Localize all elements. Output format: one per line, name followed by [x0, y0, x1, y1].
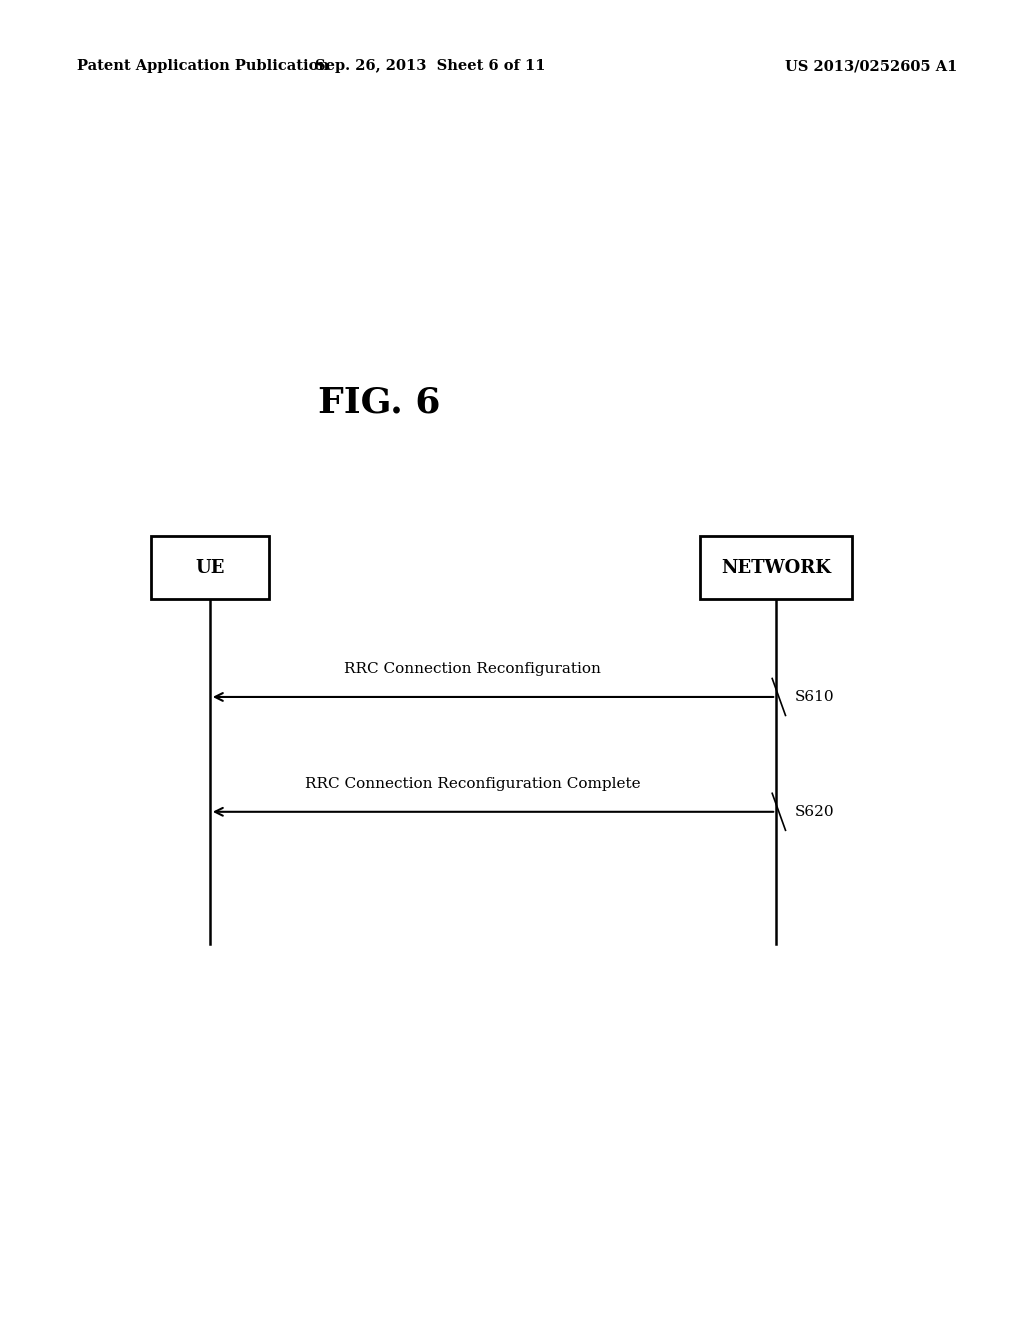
Text: UE: UE — [196, 558, 224, 577]
Text: RRC Connection Reconfiguration: RRC Connection Reconfiguration — [344, 661, 601, 676]
Bar — [700, 536, 852, 599]
Text: Sep. 26, 2013  Sheet 6 of 11: Sep. 26, 2013 Sheet 6 of 11 — [314, 59, 546, 74]
Text: S620: S620 — [795, 805, 835, 818]
Text: FIG. 6: FIG. 6 — [317, 385, 440, 420]
Text: Patent Application Publication: Patent Application Publication — [77, 59, 329, 74]
Text: S610: S610 — [795, 690, 835, 704]
Text: US 2013/0252605 A1: US 2013/0252605 A1 — [785, 59, 957, 74]
Text: RRC Connection Reconfiguration Complete: RRC Connection Reconfiguration Complete — [305, 776, 640, 791]
Text: NETWORK: NETWORK — [721, 558, 831, 577]
Bar — [152, 536, 268, 599]
